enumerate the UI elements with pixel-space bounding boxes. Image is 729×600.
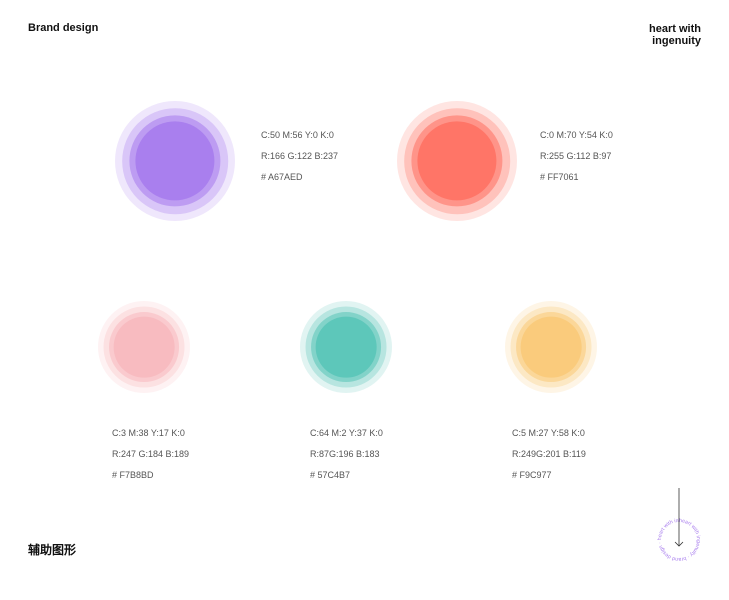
color-swatch-purple	[115, 101, 235, 221]
hex-value: # A67AED	[261, 172, 303, 182]
section-label: 辅助图形	[28, 543, 77, 557]
color-spec-purple: C:50 M:56 Y:0 K:0 R:166 G:122 B:237 # A6…	[261, 129, 338, 192]
scroll-badge-graphic: heart with ingenuity · brand design · he…	[656, 484, 701, 562]
arrow-head	[674, 541, 684, 547]
cmyk-value: C:5 M:27 Y:58 K:0	[512, 428, 585, 438]
cmyk-value: C:3 M:38 Y:17 K:0	[112, 428, 185, 438]
swatch-ring	[135, 121, 215, 201]
swatch-ring	[417, 121, 497, 201]
brand-title: Brand design	[28, 22, 99, 34]
rgb-value: R:247 G:184 B:189	[112, 449, 190, 459]
swatch-ring	[520, 316, 582, 378]
color-spec-coral: C:0 M:70 Y:54 K:0 R:255 G:112 B:97 # FF7…	[540, 129, 613, 192]
color-swatch-yellow	[505, 301, 597, 393]
rgb-value: R:166 G:122 B:237	[261, 151, 339, 161]
rgb-value: R:249G:201 B:119	[512, 449, 586, 459]
hex-value: # F9C977	[512, 470, 552, 480]
swatch-ring	[113, 316, 175, 378]
tagline-line-1: heart with	[649, 23, 701, 35]
cmyk-value: C:0 M:70 Y:54 K:0	[540, 130, 613, 140]
hex-value: # FF7061	[540, 172, 579, 182]
color-swatch-coral	[397, 101, 517, 221]
tagline: heart with ingenuity	[649, 23, 701, 47]
color-swatch-pink	[98, 301, 190, 393]
cmyk-value: C:50 M:56 Y:0 K:0	[261, 130, 334, 140]
rgb-value: R:87G:196 B:183	[310, 449, 380, 459]
color-swatch-teal	[300, 301, 392, 393]
hex-value: # 57C4B7	[310, 470, 351, 480]
color-spec-pink: C:3 M:38 Y:17 K:0 R:247 G:184 B:189 # F7…	[112, 427, 189, 490]
color-spec-yellow: C:5 M:27 Y:58 K:0 R:249G:201 B:119 # F9C…	[512, 427, 586, 490]
tagline-line-2: ingenuity	[652, 35, 701, 47]
color-spec-teal: C:64 M:2 Y:37 K:0 R:87G:196 B:183 # 57C4…	[310, 427, 383, 490]
scroll-down-badge[interactable]: heart with ingenuity · brand design · he…	[656, 484, 701, 568]
hex-value: # F7B8BD	[112, 470, 154, 480]
cmyk-value: C:64 M:2 Y:37 K:0	[310, 428, 383, 438]
rgb-value: R:255 G:112 B:97	[540, 151, 612, 161]
swatch-ring	[315, 316, 377, 378]
